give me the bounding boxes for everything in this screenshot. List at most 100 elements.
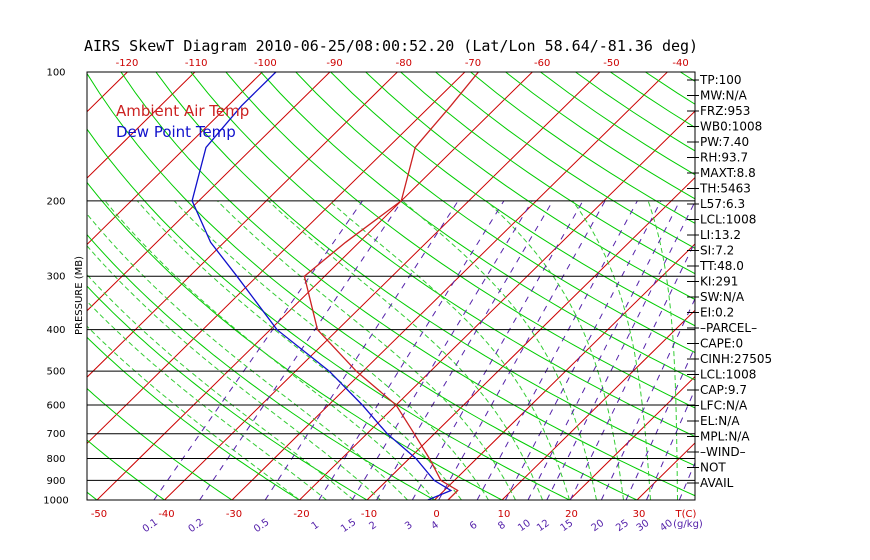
mixing-ratio-line [527, 200, 681, 500]
bottom-temp-tick-label: -40 [158, 509, 174, 520]
moist-adiabat-line [402, 200, 597, 500]
pressure-tick-label: 500 [46, 367, 65, 378]
pressure-tick-label: 300 [46, 272, 65, 283]
isotherm-line [0, 52, 80, 509]
dry-adiabat-line [190, 72, 695, 438]
temperature-profile-line [303, 72, 479, 500]
stability-index-label: CAPE:0 [700, 337, 743, 351]
stability-index-label: FRZ:953 [700, 104, 750, 118]
dry-adiabat-line [87, 128, 570, 500]
pressure-tick-label: 100 [46, 68, 65, 79]
moist-adiabat-line [572, 200, 651, 500]
pressure-tick-label: 1000 [43, 496, 68, 507]
isotherm-line [87, 72, 264, 246]
legend-dew-point: Dew Point Temp [116, 123, 236, 141]
legend-air-temp: Ambient Air Temp [116, 102, 249, 120]
stability-index-label: L57:6.3 [700, 197, 745, 211]
moist-adiabat-line [647, 200, 678, 500]
mixing-ratio-line [438, 200, 606, 500]
stability-index-label: LFC:N/A [700, 399, 748, 413]
mixing-ratio-label: 0.1 [141, 517, 160, 535]
mixing-ratio-label: 20 [590, 518, 607, 534]
top-temp-tick-label: -120 [116, 58, 139, 69]
mixing-ratio-line [264, 200, 459, 500]
x-axis-unit-label: T(C) [675, 509, 697, 520]
dry-adiabat-line [295, 72, 695, 354]
mixing-ratio-line [546, 200, 695, 500]
stability-index-label: MPL:N/A [700, 430, 750, 444]
mixing-ratio-line [476, 200, 638, 500]
top-temp-tick-label: -100 [254, 58, 277, 69]
stability-index-label: MAXT:8.8 [700, 166, 756, 180]
stability-index-label: TP:100 [699, 73, 742, 87]
mixing-ratio-line [411, 200, 584, 500]
isotherm-line [830, 52, 870, 509]
mixing-ratio-label: 0.5 [252, 517, 271, 535]
moist-adiabat-line [329, 200, 570, 500]
stability-index-label: AVAIL [700, 476, 734, 490]
mixing-ratio-label: 6 [468, 520, 480, 533]
dry-adiabat-line [260, 72, 695, 381]
mixing-ratio-label: 25 [614, 518, 631, 534]
top-temp-tick-label: -60 [534, 58, 550, 69]
stability-index-label: WB0:1008 [700, 120, 762, 134]
top-temp-tick-label: -40 [672, 58, 688, 69]
stability-index-label: PW:7.40 [700, 135, 749, 149]
mixing-ratio-line [318, 200, 505, 500]
bottom-temp-tick-label: -10 [361, 509, 377, 520]
dewpoint-profile-line [191, 72, 453, 500]
dry-adiabat-line [330, 72, 695, 327]
mixing-ratio-line [505, 200, 662, 500]
dry-adiabat-line [87, 439, 165, 500]
pressure-tick-label: 200 [46, 196, 65, 207]
stability-index-label: LCL:1008 [700, 213, 756, 227]
stability-index-label: –PARCEL– [700, 321, 757, 335]
mixing-ratio-line [351, 200, 533, 500]
isotherm-line [87, 72, 466, 445]
isotherm-line [298, 110, 695, 500]
dry-adiabat-line [87, 181, 503, 500]
stability-index-label: TT:48.0 [699, 259, 744, 273]
dry-adiabat-line [365, 72, 695, 301]
stability-index-label: SI:7.2 [700, 244, 734, 258]
bottom-temp-tick-label: -20 [293, 509, 309, 520]
top-temp-tick-label: -90 [326, 58, 342, 69]
dry-adiabat-line [400, 72, 695, 275]
dry-adiabat-line [87, 233, 435, 500]
grid-layer [0, 52, 870, 509]
bottom-temp-tick-label: 20 [565, 509, 578, 520]
isotherm-line [366, 176, 695, 500]
dry-adiabat-line [87, 72, 638, 500]
dry-adiabat-line [435, 72, 695, 249]
stability-index-label: –WIND– [700, 445, 746, 459]
dry-adiabat-line [87, 336, 300, 500]
pressure-tick-label: 700 [46, 429, 65, 440]
top-temp-tick-label: -70 [465, 58, 481, 69]
isotherm-line [0, 52, 12, 509]
mixing-ratio-label: 3 [403, 520, 415, 533]
series-layer [191, 72, 479, 500]
dry-adiabat-line [87, 285, 368, 500]
dry-adiabat-line [505, 72, 695, 200]
stability-index-label: MW:N/A [700, 89, 748, 103]
mixing-ratio-label: 2 [367, 520, 379, 533]
mixing-ratio-line [199, 200, 403, 500]
stability-index-label: EL:N/A [700, 414, 740, 428]
y-axis-label: PRESSURE (MB) [74, 256, 85, 335]
stability-index-label: CAP:9.7 [700, 383, 747, 397]
moist-adiabat-line [136, 200, 462, 500]
isotherm-line [96, 72, 534, 500]
top-temp-tick-label: -110 [185, 58, 208, 69]
bottom-temp-tick-label: -30 [226, 509, 242, 520]
stability-index-label: LCL:1008 [700, 368, 756, 382]
top-temp-tick-label: -50 [603, 58, 619, 69]
plot-area [0, 52, 870, 509]
isotherm-line [433, 243, 695, 500]
dry-adiabat-line [225, 72, 695, 409]
mixing-ratio-label: 10 [516, 518, 533, 534]
mixing-ratio-line [376, 200, 554, 500]
isotherm-line [163, 72, 601, 500]
plot-frame [86, 71, 696, 501]
stability-index-label: KI:291 [700, 275, 738, 289]
